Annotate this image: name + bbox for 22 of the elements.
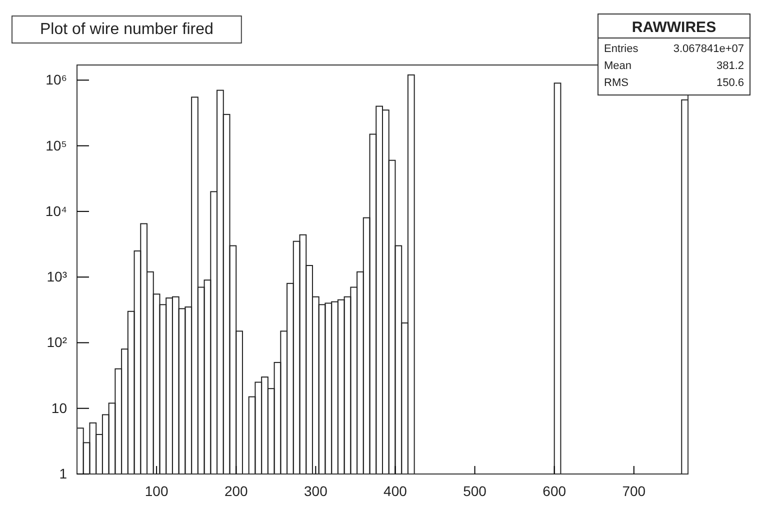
y-tick-label: 10² xyxy=(46,334,68,350)
text: 150.6 xyxy=(716,77,744,89)
y-tick-label: 10⁵ xyxy=(46,137,67,154)
y-tick-label: 10⁴ xyxy=(45,202,67,219)
y-tick-label: 1 xyxy=(59,465,68,482)
chart-title: Plot of wire number fired xyxy=(40,21,214,38)
text: RAWWIRES xyxy=(632,19,716,36)
text: 3.067841e+07 xyxy=(673,43,744,55)
x-tick-label: 400 xyxy=(384,482,408,499)
x-tick-label: 700 xyxy=(622,482,646,499)
y-tick-label: 10 xyxy=(51,400,68,416)
text: Entries xyxy=(604,43,639,55)
x-tick-label: 100 xyxy=(144,482,168,499)
x-tick-label: 500 xyxy=(463,482,487,499)
x-tick-label: 200 xyxy=(224,482,248,499)
annotation: RMS xyxy=(604,77,628,89)
text: 381.2 xyxy=(716,60,744,72)
annotation: Mean xyxy=(604,60,632,72)
x-tick-label: 300 xyxy=(304,482,328,499)
y-tick-label: 10⁶ xyxy=(46,72,67,88)
y-tick-label: 10³ xyxy=(46,268,68,285)
x-tick-label: 600 xyxy=(542,482,566,499)
